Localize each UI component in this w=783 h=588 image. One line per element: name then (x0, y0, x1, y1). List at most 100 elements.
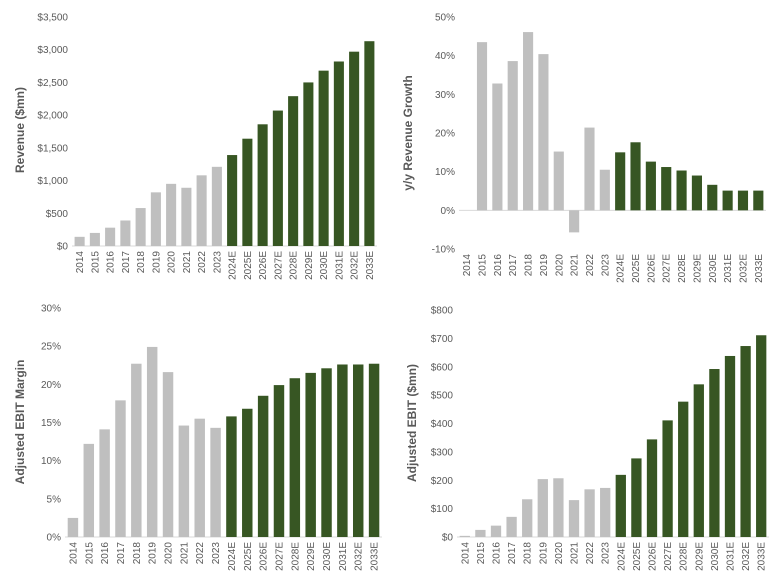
x-tick-label: 2026E (646, 254, 657, 283)
bar-2031E (333, 61, 344, 247)
x-tick-label: 2019 (151, 251, 162, 274)
bar-2030E (709, 369, 720, 537)
bar-2022 (196, 175, 207, 246)
x-tick-label: 2022 (585, 254, 596, 277)
bar-2024E (615, 152, 626, 211)
bar-2017 (120, 220, 131, 246)
x-tick-label: 2029E (306, 542, 317, 571)
bar-2015 (89, 232, 100, 246)
y-tick-label: $0 (57, 242, 69, 253)
bar-2021 (178, 425, 190, 537)
x-tick-label: 2019 (538, 542, 549, 565)
y-tick-label: $800 (431, 306, 454, 317)
bar-2029E (691, 175, 702, 211)
bar-2014 (67, 517, 79, 537)
x-tick-label: 2030E (710, 542, 721, 571)
y-tick-label: 10% (435, 167, 455, 178)
bar-2032E (352, 364, 364, 537)
bar-2025E (630, 142, 641, 211)
y-tick-label: 25% (41, 342, 61, 353)
y-tick-label: 0% (47, 533, 62, 544)
x-tick-label: 2018 (524, 254, 535, 277)
bar-2030E (321, 368, 332, 537)
bar-2033E (368, 363, 380, 537)
x-tick-label: 2020 (554, 254, 565, 277)
bar-2031E (337, 364, 348, 537)
bar-2021 (181, 187, 192, 246)
bar-2027E (661, 167, 672, 211)
x-tick-label: 2018 (132, 542, 143, 565)
bar-2024E (226, 416, 237, 537)
bar-2025E (631, 458, 642, 537)
bar-2033E (364, 41, 375, 246)
x-tick-label: 2016 (106, 251, 117, 274)
y-tick-label: $200 (431, 476, 454, 487)
x-tick-label: 2027E (273, 251, 284, 280)
y-tick-label: 5% (47, 494, 62, 505)
bar-2023 (211, 166, 222, 246)
x-tick-label: 2021 (179, 542, 190, 565)
x-tick-label: 2026E (648, 542, 659, 571)
x-tick-label: 2025E (243, 542, 254, 571)
bar-2030E (707, 184, 718, 211)
y-axis-title: Revenue ($mn) (13, 87, 27, 173)
x-tick-label: 2031E (334, 251, 345, 280)
x-tick-label: 2027E (663, 542, 674, 571)
y-tick-label: 30% (41, 304, 61, 315)
bar-2028E (288, 96, 299, 246)
bar-2030E (318, 70, 329, 246)
x-tick-label: 2031E (338, 542, 349, 571)
bar-2028E (289, 378, 301, 537)
x-tick-label: 2017 (121, 251, 132, 274)
x-tick-label: 2017 (507, 542, 518, 565)
bar-2025E (242, 138, 253, 246)
chart-2: -10% 0% 10% 20% 30% 40% 50% 2014 2015 2016 2017 201… (401, 13, 766, 283)
x-tick-label: 2015 (84, 542, 95, 565)
x-tick-label: 2021 (570, 254, 581, 277)
bar-2025E (242, 408, 253, 537)
y-tick-label: $100 (431, 504, 454, 515)
bar-2019 (537, 479, 548, 537)
x-tick-label: 2030E (708, 254, 719, 283)
bar-2027E (272, 110, 283, 246)
x-tick-label: 2033E (757, 542, 768, 571)
x-tick-label: 2024E (228, 251, 239, 280)
x-tick-label: 2026E (258, 251, 269, 280)
y-axis-title: Adjusted EBIT ($mn) (405, 364, 419, 482)
x-tick-label: 2033E (365, 251, 376, 280)
bar-2031E (724, 355, 736, 537)
x-tick-label: 2021 (182, 251, 193, 274)
x-tick-label: 2020 (554, 542, 565, 565)
bar-2024E (615, 474, 626, 537)
bar-2021 (568, 500, 580, 537)
y-tick-label: 30% (435, 90, 455, 101)
bar-2020 (162, 372, 174, 537)
x-tick-label: 2032E (354, 542, 365, 571)
bar-2027E (273, 385, 285, 537)
x-tick-label: 2014 (460, 542, 471, 565)
x-tick-label: 2021 (570, 542, 581, 565)
x-tick-label: 2030E (322, 542, 333, 571)
x-tick-label: 2029E (694, 542, 705, 571)
x-tick-label: 2022 (195, 542, 206, 565)
x-tick-label: 2028E (679, 542, 690, 571)
bar-2033E (753, 190, 764, 211)
y-tick-label: $600 (431, 362, 454, 373)
bar-2023 (599, 169, 610, 211)
y-tick-label: $700 (431, 334, 454, 345)
bar-2018 (135, 208, 146, 246)
x-tick-label: 2029E (692, 254, 703, 283)
x-tick-label: 2025E (632, 542, 643, 571)
x-tick-label: 2024E (616, 254, 627, 283)
y-tick-label: $2,000 (37, 111, 68, 122)
bar-2022 (584, 489, 595, 537)
bar-2017 (506, 516, 517, 537)
x-tick-label: 2019 (148, 542, 159, 565)
x-tick-label: 2025E (243, 251, 254, 280)
y-tick-label: 0% (441, 206, 456, 217)
x-tick-label: 2023 (212, 251, 223, 274)
bar-2019 (146, 346, 158, 537)
x-tick-label: 2017 (508, 254, 519, 277)
bar-2023 (600, 487, 611, 537)
